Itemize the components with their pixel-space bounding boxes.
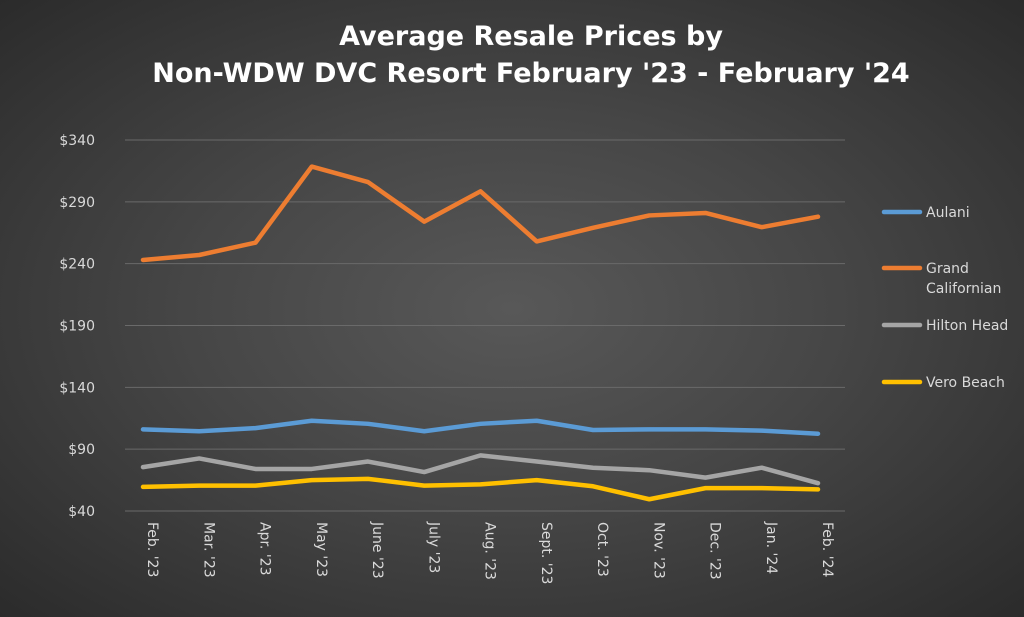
x-tick-label: Sept. '23 [538, 522, 554, 584]
y-tick-label: $40 [68, 504, 95, 520]
legend-label: Hilton Head [926, 318, 1008, 334]
x-tick-label: Dec. '23 [707, 522, 723, 580]
legend-label: Vero Beach [926, 375, 1005, 391]
series-line-aulani [140, 418, 821, 436]
x-tick-label: Oct. '23 [594, 522, 610, 577]
y-tick-label: $240 [59, 257, 95, 273]
y-tick-label: $190 [59, 319, 95, 335]
legend-label: Aulani [926, 205, 970, 221]
x-tick-label: Feb. '24 [819, 522, 835, 577]
x-tick-label: July '23 [425, 521, 441, 573]
y-tick-label: $290 [59, 195, 95, 211]
series-line-hilton-head [140, 453, 821, 486]
x-tick-label: Nov. '23 [650, 522, 666, 579]
series-line-grand-californian [140, 164, 821, 263]
chart-title-line-1: Average Resale Prices by [339, 21, 723, 52]
chart-title-line-2: Non-WDW DVC Resort February '23 - Februa… [152, 58, 909, 89]
legend-label: Grand [926, 261, 969, 277]
x-tick-label: May '23 [313, 522, 329, 577]
y-tick-label: $90 [68, 442, 95, 458]
x-tick-label: Aug. '23 [482, 522, 498, 580]
x-tick-label: Jan. '24 [763, 521, 779, 574]
y-tick-label: $340 [59, 133, 95, 149]
series-line-vero-beach [140, 476, 821, 502]
y-tick-label: $140 [59, 380, 95, 396]
x-tick-label: Apr. '23 [257, 522, 273, 576]
x-tick-label: Mar. '23 [200, 522, 216, 578]
legend-label: Californian [926, 281, 1001, 297]
x-tick-label: June '23 [369, 521, 385, 579]
x-tick-label: Feb. '23 [144, 522, 160, 577]
